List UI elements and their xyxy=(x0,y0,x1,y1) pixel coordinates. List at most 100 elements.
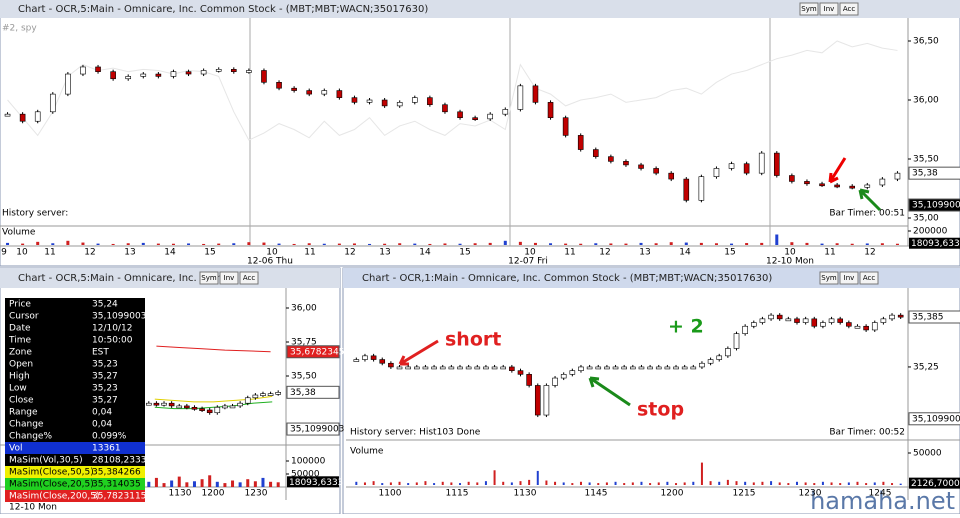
candle xyxy=(110,71,116,80)
candle xyxy=(655,366,662,370)
volume-bar xyxy=(141,242,145,245)
candle xyxy=(321,90,328,95)
volume-bar xyxy=(519,481,522,485)
candle xyxy=(578,366,584,371)
candle xyxy=(411,97,418,103)
candle xyxy=(552,377,558,386)
candle xyxy=(894,172,901,180)
window-button-label: Sym xyxy=(201,274,217,282)
volume-bar xyxy=(177,476,181,487)
window-button[interactable] xyxy=(199,271,219,285)
status-left: History server: xyxy=(2,209,68,219)
volume-last-box xyxy=(287,476,339,488)
window-button[interactable] xyxy=(799,2,819,16)
volume-bar xyxy=(536,470,539,485)
volume-tick-label: 50000 xyxy=(291,470,320,480)
candle xyxy=(517,370,524,375)
window-button[interactable] xyxy=(859,271,879,285)
volume-bar xyxy=(787,483,790,485)
candle xyxy=(569,370,576,375)
volume-bar xyxy=(649,483,652,485)
volume-bar xyxy=(594,243,598,245)
title-bar xyxy=(0,0,960,18)
volume-bar xyxy=(187,243,191,245)
candle xyxy=(267,393,274,396)
volume-bar xyxy=(277,243,281,245)
volume-bar xyxy=(156,243,160,245)
volume-bar xyxy=(493,470,496,485)
window-button[interactable] xyxy=(839,2,859,16)
volume-bar xyxy=(441,481,444,485)
data-row-label: Low xyxy=(9,384,27,394)
volume-bar xyxy=(459,483,462,485)
volume-bar xyxy=(605,482,608,485)
candle xyxy=(871,322,878,331)
volume-bar xyxy=(821,481,824,485)
volume-bar xyxy=(873,482,876,485)
volume-bar xyxy=(185,482,189,487)
volume-bar xyxy=(533,242,537,245)
volume-bar xyxy=(307,243,311,245)
volume-bar xyxy=(363,482,366,485)
volume-bar xyxy=(502,481,505,485)
last-price xyxy=(908,310,960,324)
candle xyxy=(487,113,494,120)
volume-bar xyxy=(192,481,196,487)
candle xyxy=(229,405,236,409)
volume-bar xyxy=(458,243,462,245)
volume-bar xyxy=(352,243,356,245)
candle xyxy=(500,366,507,370)
window-button[interactable] xyxy=(819,2,839,16)
candle xyxy=(140,73,147,77)
window-button-label: Acc xyxy=(243,274,256,282)
volume-bar xyxy=(735,481,738,485)
candle xyxy=(388,362,394,368)
candle xyxy=(396,366,403,370)
candle xyxy=(846,322,852,327)
candle xyxy=(95,66,101,72)
volume-bar xyxy=(381,483,384,485)
x-tick-label: 14 xyxy=(419,248,431,258)
candle xyxy=(733,333,740,349)
window-button[interactable] xyxy=(839,271,859,285)
volume-bar xyxy=(262,242,266,245)
data-row-label: Time xyxy=(8,336,31,346)
candle xyxy=(863,325,869,331)
candle xyxy=(683,178,690,201)
status-right: Bar Timer: 00:51 xyxy=(829,209,905,219)
y-tick-label: 35,75 xyxy=(291,338,317,348)
candle xyxy=(854,325,861,329)
candle xyxy=(543,385,550,416)
volume-tick-label: 100000 xyxy=(291,457,326,467)
candle xyxy=(621,366,627,370)
volume-bar xyxy=(21,243,25,245)
volume-bar xyxy=(276,482,280,487)
ref-price xyxy=(286,422,340,436)
volume-bar xyxy=(413,243,417,245)
x-tick-label: 14 xyxy=(164,248,176,258)
window-button[interactable] xyxy=(239,271,259,285)
ref-price xyxy=(908,198,960,212)
window-button[interactable] xyxy=(219,271,239,285)
window-title: Chart - OCR,5:Main - Omnicare, Inc. Com.… xyxy=(18,273,232,284)
last-price xyxy=(908,166,960,180)
candle xyxy=(638,164,644,169)
candle xyxy=(191,406,198,410)
ma_yellow-line xyxy=(154,395,273,403)
candle xyxy=(526,374,532,386)
volume-bar xyxy=(820,243,824,245)
candle xyxy=(185,71,192,75)
volume-bar xyxy=(669,242,673,245)
candle xyxy=(768,314,774,320)
window-button[interactable] xyxy=(819,271,839,285)
x-tick-label: 1100 xyxy=(379,489,402,499)
candle xyxy=(811,318,818,327)
y-tick-label: 36,00 xyxy=(291,304,317,314)
last-price xyxy=(286,385,340,399)
volume-bar xyxy=(398,481,401,485)
volume-bar xyxy=(683,482,686,485)
volume-bar xyxy=(549,243,553,245)
volume-bar xyxy=(571,483,574,485)
volume-bar xyxy=(126,243,130,245)
volume-bar xyxy=(579,243,583,245)
